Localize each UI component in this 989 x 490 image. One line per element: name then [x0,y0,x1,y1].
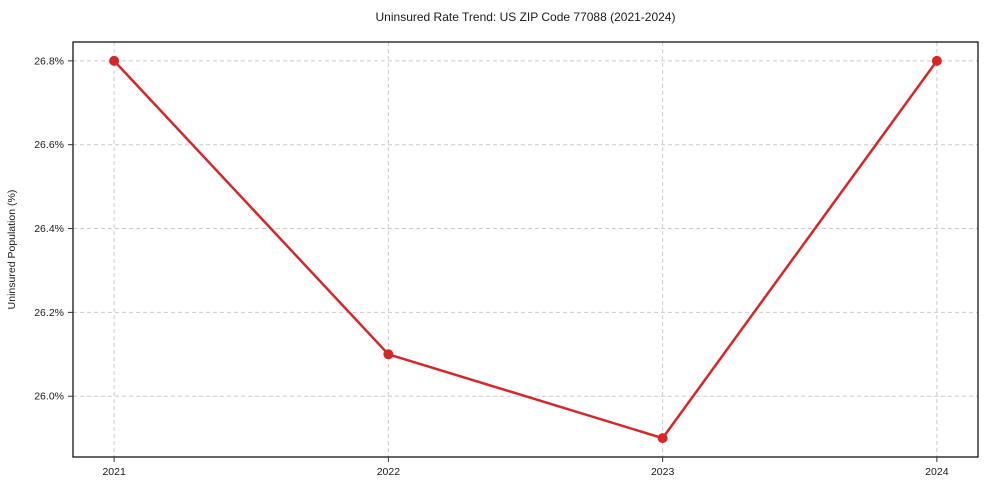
x-tick-label: 2022 [377,466,401,478]
plot-area [73,42,978,457]
data-point-marker [931,55,942,66]
data-point-marker [657,433,668,444]
y-tick-label: 26.2% [34,307,64,319]
chart-title: Uninsured Rate Trend: US ZIP Code 77088 … [376,10,676,24]
data-point-marker [109,55,120,66]
plot-border [72,41,979,458]
trend-line [112,59,939,440]
y-tick-label: 26.6% [34,139,64,151]
y-axis-label: Uninsured Population (%) [6,190,18,310]
x-tick-label: 2023 [651,466,675,478]
x-tick-label: 2021 [102,466,126,478]
y-tick-label: 26.4% [34,223,64,235]
data-point-marker [383,349,394,360]
y-tick-label: 26.0% [34,391,64,403]
x-tick-label: 2024 [925,466,949,478]
y-tick-label: 26.8% [34,55,64,67]
